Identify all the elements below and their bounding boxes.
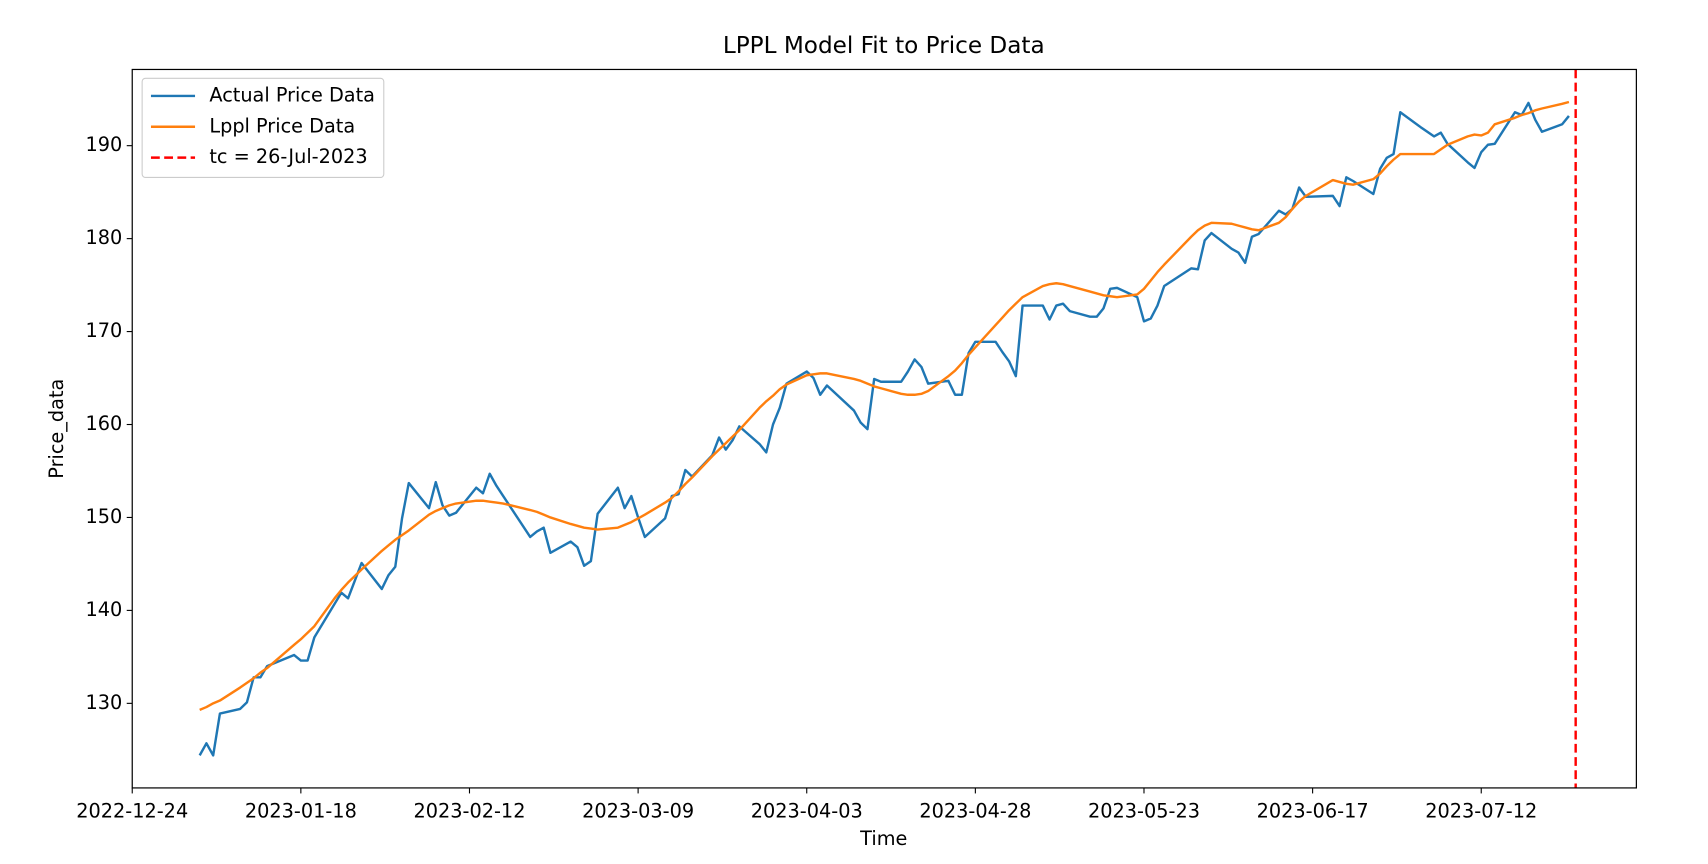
- x-tick-label: 2023-04-03: [751, 800, 863, 823]
- axes-frame: [131, 68, 1637, 789]
- y-tick-label: 150: [86, 505, 123, 528]
- legend-label: Actual Price Data: [209, 83, 375, 106]
- x-tick-label: 2023-02-12: [413, 800, 525, 823]
- y-tick-label: 180: [86, 226, 123, 249]
- legend: Actual Price Data Lppl Price Data tc = 26-…: [141, 77, 385, 179]
- x-tick-label: 2022-12-24: [76, 800, 188, 823]
- plot-area: [198, 69, 1577, 788]
- y-tick-label: 170: [86, 319, 123, 342]
- y-tick-label: 130: [86, 691, 123, 714]
- legend-label: Lppl Price Data: [209, 114, 355, 137]
- series-line: [198, 101, 1570, 757]
- y-tick-label: 160: [86, 412, 123, 435]
- y-tick-label: 140: [86, 598, 123, 621]
- y-axis-label: Price_data: [45, 379, 68, 479]
- legend-label: tc = 26-Jul-2023: [209, 145, 367, 168]
- x-tick-label: 2023-05-23: [1088, 800, 1200, 823]
- legend-box: [141, 77, 385, 179]
- x-axis-label: Time: [859, 827, 907, 850]
- y-tick-label: 190: [86, 133, 123, 156]
- x-tick-label: 2023-06-17: [1257, 800, 1369, 823]
- x-tick-label: 2023-01-18: [245, 800, 357, 823]
- x-tick-label: 2023-07-12: [1425, 800, 1537, 823]
- chart-title: LPPL Model Fit to Price Data: [723, 33, 1045, 59]
- x-tick-label: 2023-03-09: [582, 800, 694, 823]
- x-tick-label: 2023-04-28: [919, 800, 1031, 823]
- series-line: [199, 100, 1570, 711]
